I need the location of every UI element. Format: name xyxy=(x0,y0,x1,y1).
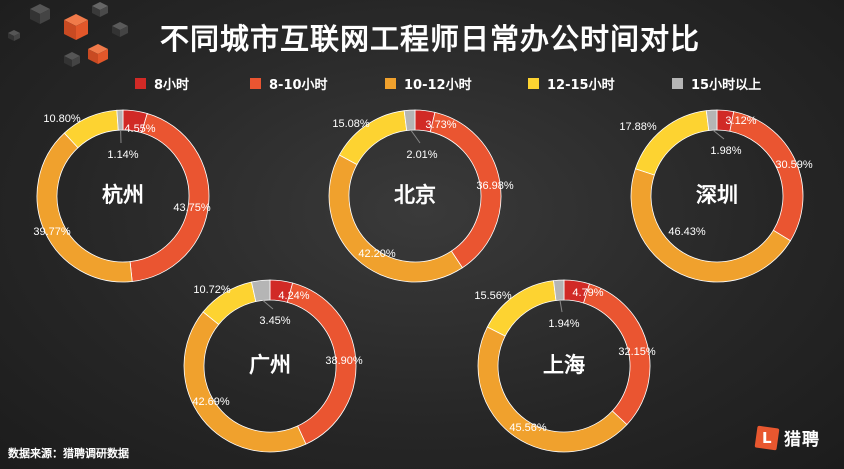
legend-item-15h-plus: 15小时以上 xyxy=(672,74,761,93)
donut-segment xyxy=(477,326,628,453)
legend: 8小时 8-10小时 10-12小时 12-15小时 15小时以上 xyxy=(0,74,844,94)
city-label: 北京 xyxy=(394,183,436,207)
donut-chart: 4.24% 38.90% 42.69% 10.72% 3.45% 广州 xyxy=(183,279,363,453)
legend-swatch xyxy=(528,78,539,89)
donut-chart: 4.55% 43.75% 39.77% 10.80% 1.14% 杭州 xyxy=(33,109,211,283)
leader-line xyxy=(559,300,563,313)
city-label: 深圳 xyxy=(696,183,738,207)
decorative-cubes xyxy=(8,2,128,67)
donut-segment xyxy=(328,154,463,283)
data-label: 46.43% xyxy=(668,226,706,238)
legend-swatch xyxy=(135,78,146,89)
donut-chart: 4.79% 32.15% 45.56% 15.56% 1.94% 上海 xyxy=(474,279,656,453)
brand-logo: L 猎聘 xyxy=(754,425,820,450)
legend-label: 10-12小时 xyxy=(404,78,472,93)
donut-segment xyxy=(705,109,718,131)
data-label: 1.94% xyxy=(548,318,579,330)
donut-segment xyxy=(116,109,124,131)
donut-chart: 3.12% 30.59% 46.43% 17.88% 1.98% 深圳 xyxy=(619,109,813,283)
data-label: 2.01% xyxy=(406,149,437,161)
data-label: 42.69% xyxy=(192,396,230,408)
donut-segment xyxy=(553,279,565,301)
city-label: 上海 xyxy=(543,353,585,377)
data-label: 36.98% xyxy=(476,180,514,192)
data-label: 32.15% xyxy=(618,346,656,358)
data-label: 4.24% xyxy=(278,290,309,302)
brand-name: 猎聘 xyxy=(784,430,820,450)
data-label: 15.56% xyxy=(474,290,512,302)
donut-segment xyxy=(729,111,804,242)
legend-item-8-10h: 8-10小时 xyxy=(250,74,328,93)
data-label: 38.90% xyxy=(325,355,363,367)
data-label: 3.73% xyxy=(425,119,456,131)
data-label: 3.45% xyxy=(259,315,290,327)
city-label: 杭州 xyxy=(102,183,144,207)
leader-line xyxy=(712,129,725,140)
liepin-logo-icon: L xyxy=(754,425,780,450)
data-label: 15.08% xyxy=(332,118,370,130)
legend-swatch xyxy=(672,78,683,89)
legend-label: 12-15小时 xyxy=(547,78,615,93)
legend-item-12-15h: 12-15小时 xyxy=(528,74,615,93)
legend-label: 8-10小时 xyxy=(269,78,328,93)
data-label: 17.88% xyxy=(619,121,657,133)
data-label: 39.77% xyxy=(33,226,71,238)
data-label: 3.12% xyxy=(725,115,756,127)
legend-swatch xyxy=(250,78,261,89)
donut-segment xyxy=(403,109,416,131)
donut-chart: 3.73% 36.98% 42.20% 15.08% 2.01% 北京 xyxy=(328,109,514,283)
logo-letter: L xyxy=(762,428,772,447)
legend-item-8h: 8小时 xyxy=(135,74,189,93)
data-label: 4.55% xyxy=(124,123,155,135)
data-label: 45.56% xyxy=(509,422,547,434)
data-label: 1.14% xyxy=(107,149,138,161)
legend-label: 15小时以上 xyxy=(691,78,762,93)
data-label: 30.59% xyxy=(775,159,813,171)
page-title: 不同城市互联网工程师日常办公时间对比 xyxy=(160,22,701,56)
data-source-note: 数据来源：猎聘调研数据 xyxy=(8,447,129,460)
data-label: 1.98% xyxy=(710,145,741,157)
donut-segment xyxy=(183,311,307,453)
leader-line xyxy=(410,129,421,144)
legend-swatch xyxy=(385,78,396,89)
data-label: 10.72% xyxy=(193,284,231,296)
legend-item-10-12h: 10-12小时 xyxy=(385,74,472,93)
data-label: 43.75% xyxy=(173,202,211,214)
data-label: 4.79% xyxy=(572,287,603,299)
leader-line xyxy=(262,300,274,310)
donut-segment xyxy=(251,279,271,303)
city-label: 广州 xyxy=(249,353,291,377)
data-label: 42.20% xyxy=(358,248,396,260)
legend-label: 8小时 xyxy=(154,78,190,93)
data-label: 10.80% xyxy=(43,113,81,125)
